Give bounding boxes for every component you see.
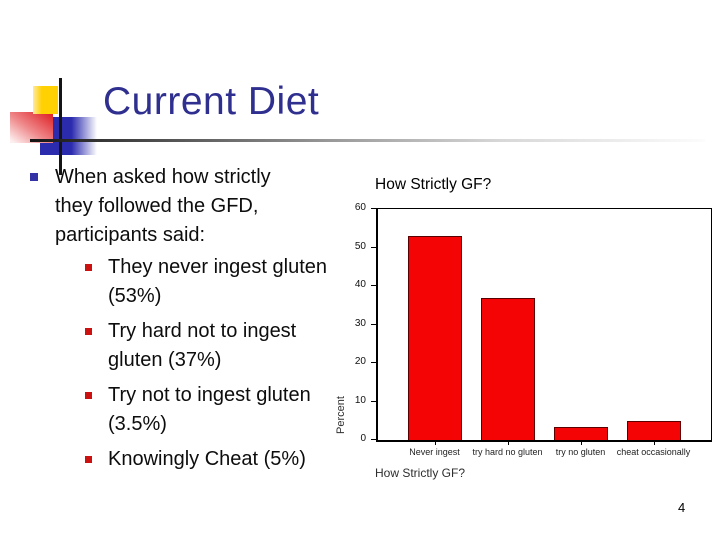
plot-area [376,208,712,442]
sub-bullet-item: Knowingly Cheat (5%) [85,445,330,474]
chart-title: How Strictly GF? [375,176,492,193]
slide-title: Current Diet [103,80,320,123]
y-tick-mark [371,362,376,363]
bar-2 [553,427,608,440]
bullet-marker-level2 [85,317,108,375]
sub-bullet-list: They never ingest gluten (53%) Try hard … [85,253,330,480]
y-tick-label: 0 [360,433,366,444]
x-tick-mark [653,441,655,445]
sub-bullet-item: Try not to ingest gluten (3.5%) [85,381,330,439]
y-tick-label: 50 [354,240,366,252]
x-tick-mark [507,441,509,445]
bar-1 [480,298,535,440]
bullet-marker-level2 [85,253,108,311]
intro-bullet-text: When asked how strictly they followed th… [55,166,271,246]
sub-bullet-text: Knowingly Cheat (5%) [108,448,306,470]
logo-red-square [10,112,53,143]
x-tick-mark [580,441,582,445]
sub-bullet-item: They never ingest gluten (53%) [85,253,330,311]
y-tick-label: 30 [354,317,366,329]
y-tick-label: 60 [354,202,366,213]
y-tick-label: 10 [354,394,366,406]
y-tick-mark [371,323,376,325]
bullet-marker-level2 [85,445,108,474]
x-axis-title: How Strictly GF? [375,466,466,480]
sub-bullet-text: Try hard not to ingest gluten (37%) [108,320,297,371]
title-divider-rule [30,139,705,142]
y-tick-mark [371,400,376,402]
logo-vertical-line [59,78,62,175]
logo-yellow-square [33,86,58,114]
bar-0 [407,236,462,440]
bar-3 [626,421,681,440]
y-tick-mark [371,439,376,440]
x-category-label: try hard no gluten [472,447,543,457]
y-tick-label: 40 [354,279,366,290]
bullet-marker-level1 [30,163,55,250]
sub-bullet-text: Try not to ingest gluten (3.5%) [108,384,311,435]
page-number: 4 [678,500,686,515]
x-category-label: cheat occasionally [616,447,691,457]
y-tick-label: 20 [354,356,366,367]
bullet-marker-level2 [85,381,108,439]
sub-bullet-text: They never ingest gluten (53%) [108,256,328,307]
x-category-label: try no gluten [555,447,606,457]
x-category-label: Never ingest [409,447,460,457]
y-tick-mark [371,208,376,209]
sub-bullet-item: Try hard not to ingest gluten (37%) [85,317,330,375]
y-tick-mark [371,246,376,248]
x-tick-mark [434,441,436,445]
y-tick-mark [371,285,376,286]
bar-chart: How Strictly GF? Percent Never ingest try… [332,170,714,492]
intro-bullet-item: When asked how strictly they followed th… [30,163,313,250]
